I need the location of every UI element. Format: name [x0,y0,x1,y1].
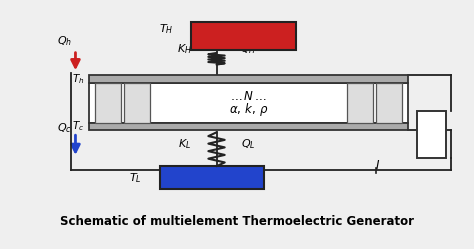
Bar [89,83,408,123]
Text: $Q_H$: $Q_H$ [240,42,256,56]
Text: $T_c$: $T_c$ [73,120,84,133]
Text: $K_H$: $K_H$ [177,42,192,56]
Text: Schematic of multielement Thermoelectric Generator: Schematic of multielement Thermoelectric… [60,215,414,228]
Text: N: N [132,96,142,109]
Text: P: P [103,96,112,109]
Text: P: P [356,96,364,109]
Text: $\alpha,\,k,\,\rho$: $\alpha,\,k,\,\rho$ [228,101,268,118]
Text: $Q_c$: $Q_c$ [56,121,72,135]
Text: $K_L$: $K_L$ [178,137,191,151]
Text: $T_h$: $T_h$ [72,72,84,86]
Text: $Q_L$: $Q_L$ [241,137,255,151]
Bar [417,111,447,158]
Text: Heat Sink: Heat Sink [182,173,242,183]
Text: N: N [384,96,394,109]
Bar [124,83,150,123]
Text: $R_L$: $R_L$ [424,127,439,142]
Text: $Q_h$: $Q_h$ [56,34,72,48]
Text: Heat Source: Heat Source [206,31,282,41]
Bar [376,83,402,123]
Text: $\ldots\,N\,\ldots$: $\ldots\,N\,\ldots$ [230,90,267,103]
Bar [346,83,373,123]
Text: $T_H$: $T_H$ [159,22,173,36]
Text: $T_L$: $T_L$ [129,171,141,185]
Bar [89,123,408,130]
Text: $I$: $I$ [375,159,381,172]
Bar [95,83,121,123]
Bar [191,22,296,50]
Bar [89,75,408,83]
Bar [160,166,264,189]
